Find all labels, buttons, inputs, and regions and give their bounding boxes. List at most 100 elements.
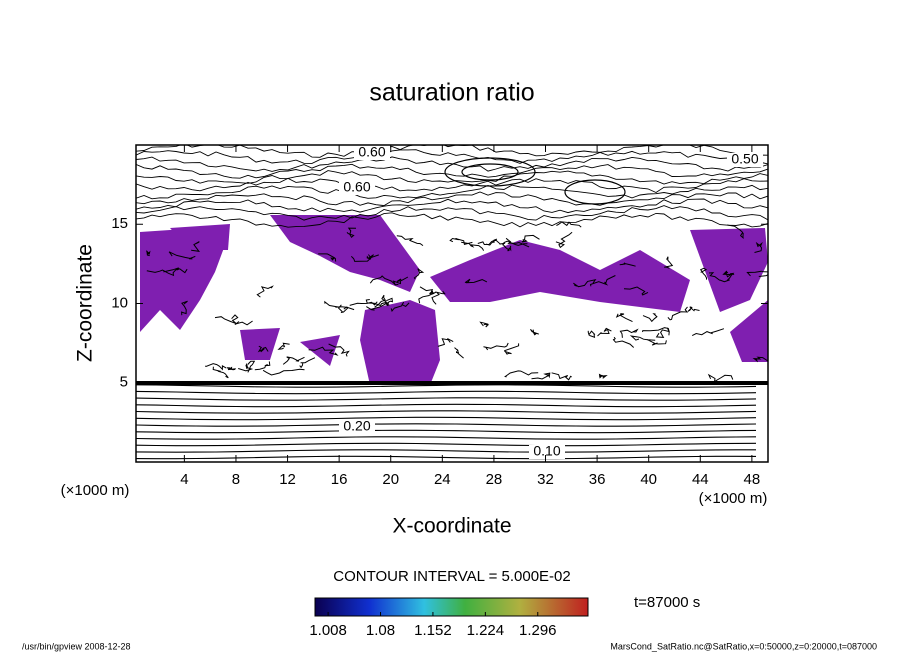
filled-region [730,300,768,362]
x-tick-label: 36 [589,471,606,488]
contour-line [619,262,636,267]
contour-line [556,221,582,228]
filled-region [170,224,230,250]
contour-line [418,290,437,304]
contour-line [136,191,768,207]
filled-region [300,335,340,366]
contour-line [598,373,608,379]
contour-line [136,163,768,179]
x-tick-label: 12 [279,471,296,488]
contour-line [145,250,151,257]
contour-label-bg [339,420,375,434]
contour-line [369,275,399,286]
contour-line [396,235,424,247]
contour-label: 0.60 [343,179,370,195]
x-tick-label: 32 [537,471,554,488]
contour-line [573,278,597,288]
time-label: t=87000 s [634,594,700,611]
contour-line [531,372,551,380]
contour-line [324,300,348,310]
contour-line [521,234,540,243]
colorbar-tick-label: 1.224 [467,622,505,639]
contour-line [589,275,616,287]
contour-line [136,397,757,401]
contour-line [504,370,539,378]
contour-line [612,336,635,348]
y-axis-label: Z-coordinate [74,244,97,362]
contour-line [350,254,372,262]
contour-line [707,373,734,383]
contour-line [226,366,236,371]
contour-line [691,328,725,337]
contour-line [461,241,485,251]
filled-region [690,228,768,312]
contour-line [136,205,768,221]
contour-line [262,368,305,376]
contour-line [136,449,756,453]
colorbar-tick-label: 1.08 [366,622,395,639]
contour-line [727,224,744,239]
x-unit: (×1000 m) [699,490,768,507]
filled-region [360,300,440,385]
contour-line [136,184,768,200]
contour-line [163,267,188,274]
y-tick-label: 10 [111,294,128,311]
contour-line [449,237,473,246]
x-tick-label: 44 [692,471,709,488]
y-tick-label: 5 [120,374,128,391]
contour-line [619,328,639,338]
contour-line [687,306,700,312]
contour-line [629,335,656,341]
x-tick-label: 16 [331,471,348,488]
x-tick-label: 24 [434,471,451,488]
colorbar-tick-label: 1.008 [309,622,347,639]
contour-line [431,290,446,305]
contour-line [136,429,757,434]
contour-line [485,239,506,246]
contour-line [231,314,240,326]
contour-line [667,306,689,321]
contour-line [642,313,658,323]
x-tick-label: 8 [232,471,240,488]
contour-line [419,286,435,295]
contour-line [212,366,229,379]
footer-left: /usr/bin/gpview 2008-12-28 [22,641,131,651]
contour-line [444,157,536,187]
contour-label-bg [339,181,375,195]
colorbar [314,597,589,617]
contour-line [214,316,253,326]
contour-line [746,270,768,277]
contour-line [136,403,757,408]
contour-line [257,345,269,353]
contour-label: 0.20 [343,418,370,434]
contour-line [204,363,227,371]
contour-line [136,212,768,228]
contour-line [503,343,520,355]
contour-line [483,342,509,351]
x-tick-label: 28 [486,471,503,488]
contour-line [623,286,649,296]
contour-line [136,455,757,460]
contour-line [346,227,357,238]
contour-line [413,268,425,280]
contour-label-bg [727,153,763,167]
contour-line [308,346,339,356]
contour-line [708,272,730,283]
contour-line [238,363,254,372]
contour-line [477,238,498,246]
x-tick-label: 48 [744,471,761,488]
contour-line [505,237,530,248]
contour-line [181,300,188,316]
contour-line [437,338,454,347]
contour-line [722,270,733,278]
colorbar-tick-label: 1.152 [414,622,452,639]
x-tick-label: 40 [640,471,657,488]
contour-line [392,276,409,286]
contour-line [282,356,305,365]
contour-line [136,177,768,194]
contour-line [390,301,410,313]
contour-line [136,384,757,388]
footer-right: MarsCond_SatRatio.nc@SatRatio,x=0:50000,… [610,641,877,651]
